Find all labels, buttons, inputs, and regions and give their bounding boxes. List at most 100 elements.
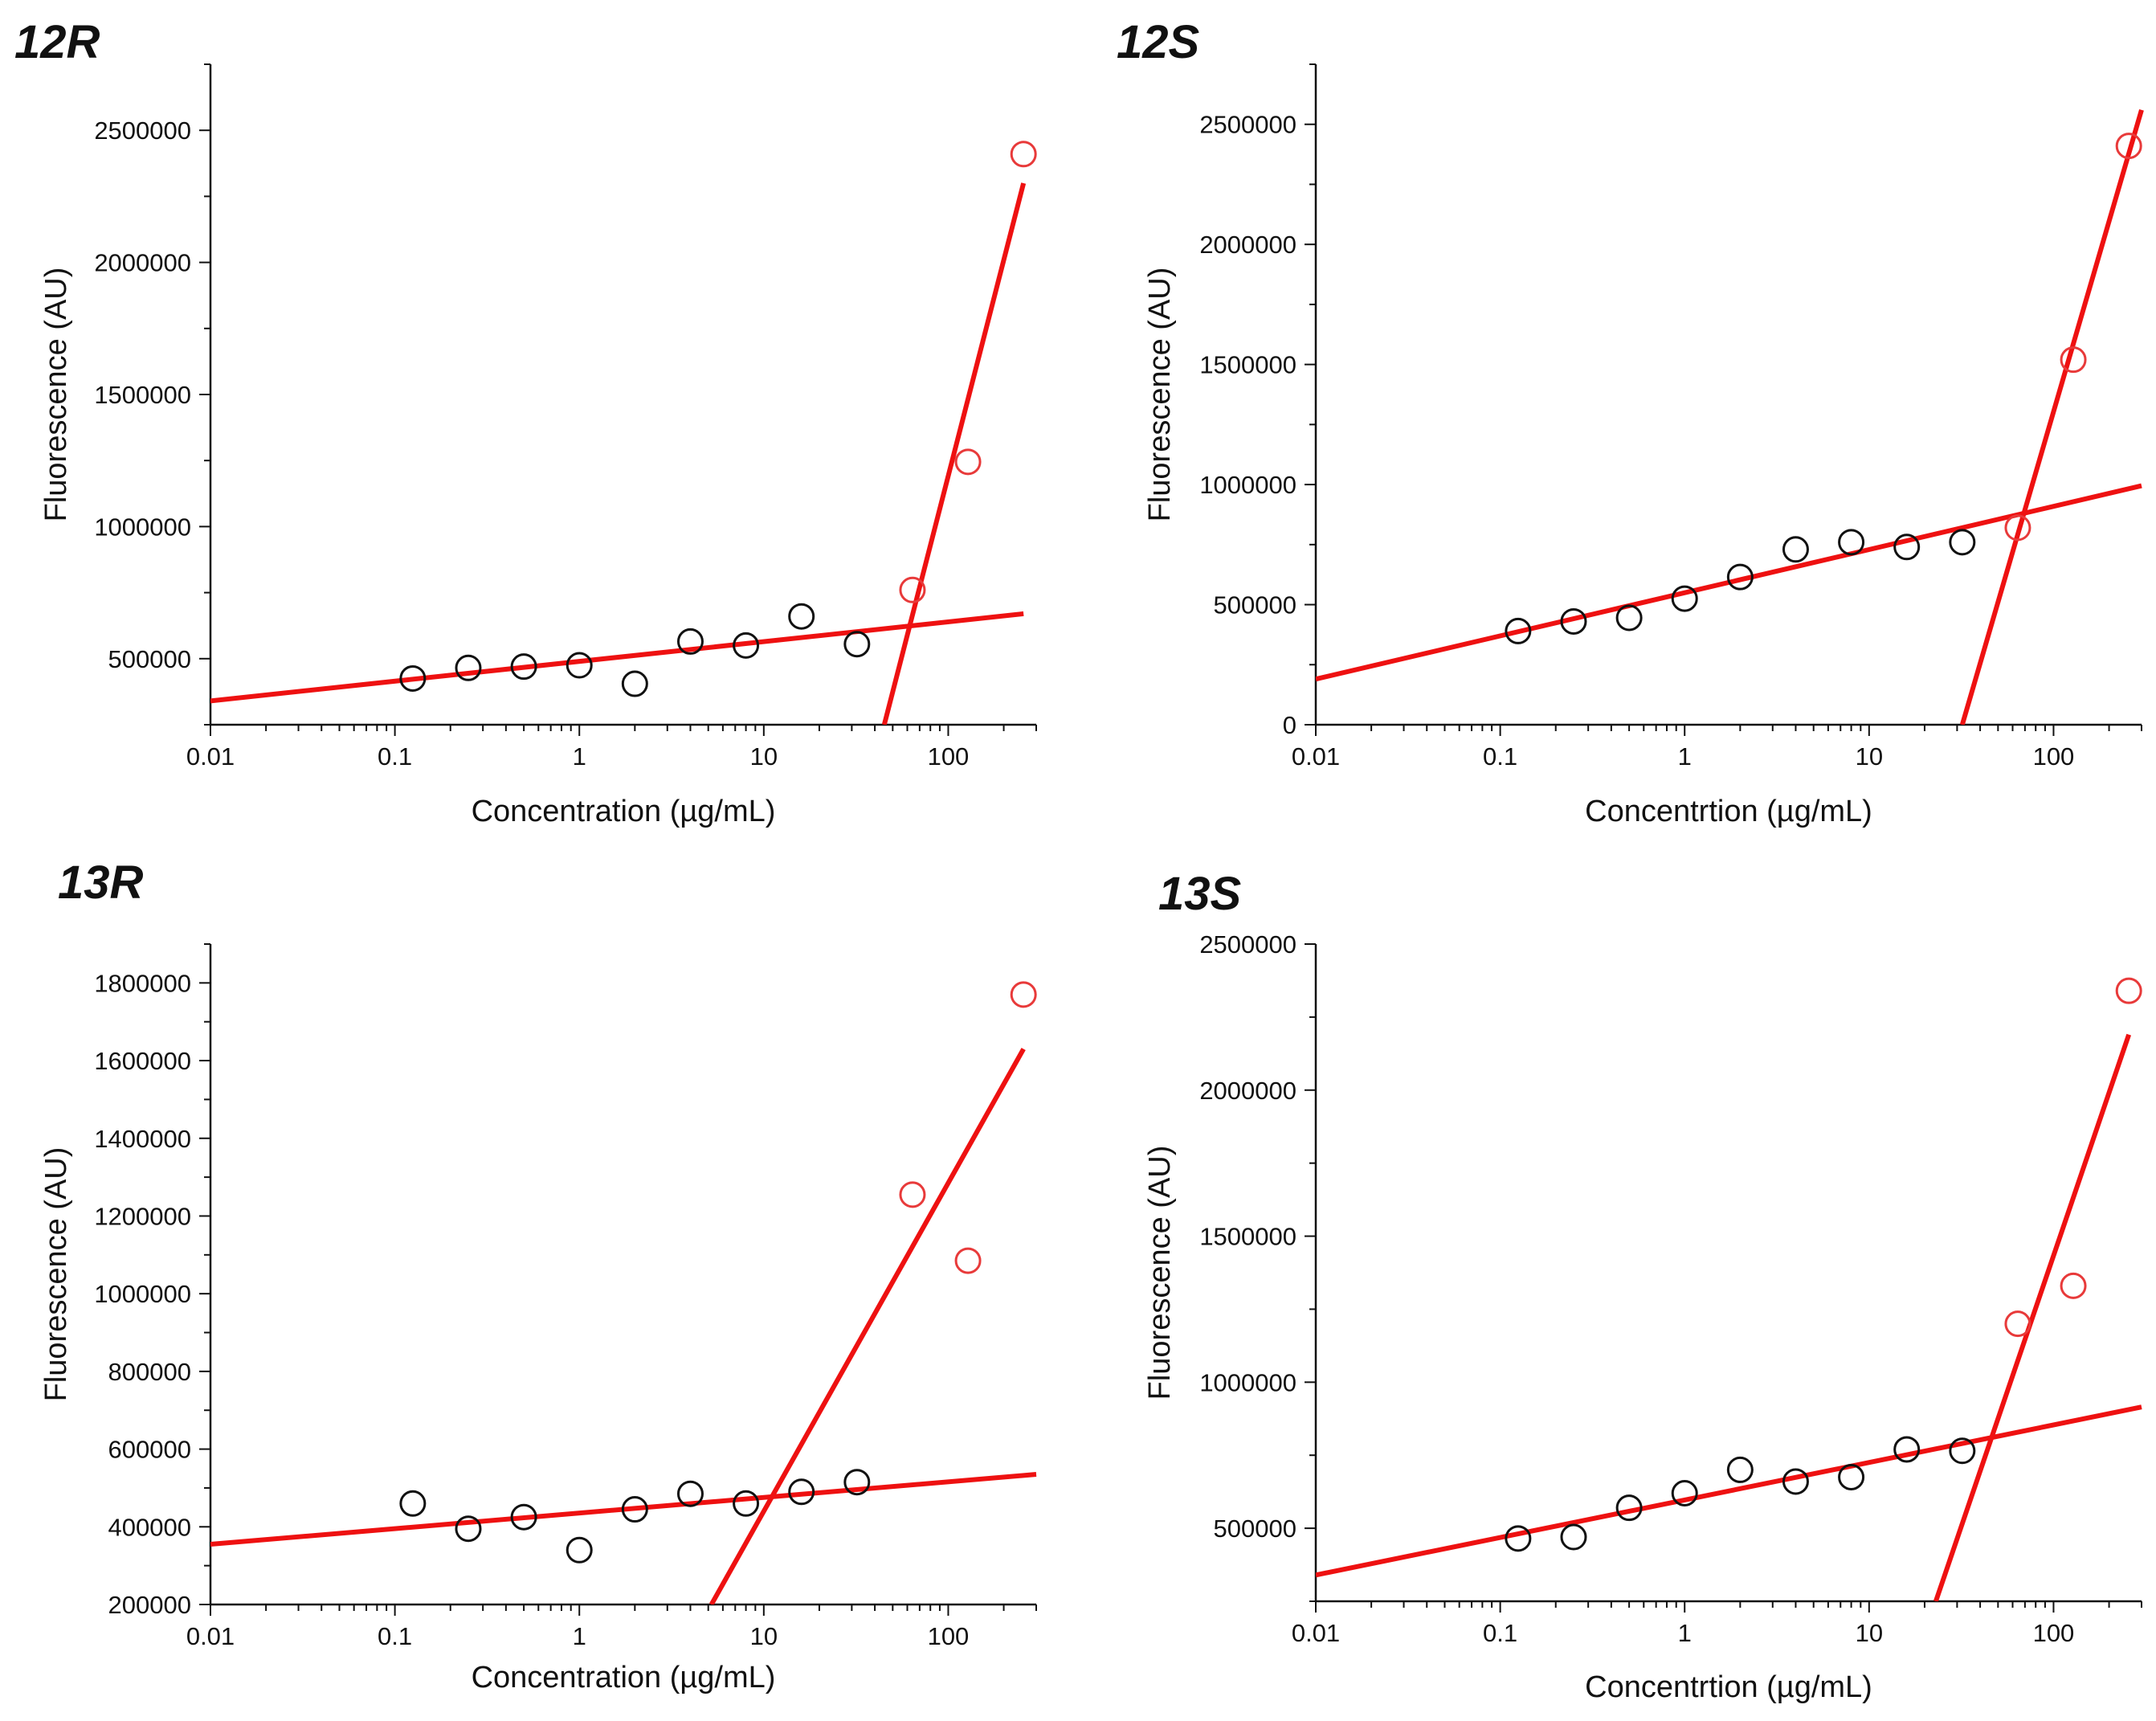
x-tick-label-13S: 1 bbox=[1678, 1619, 1692, 1647]
baseline-point-13R bbox=[399, 1490, 427, 1517]
y-tick-label-13R: 400000 bbox=[108, 1513, 191, 1541]
steep-fit-line-13R bbox=[709, 1048, 1026, 1604]
plot-13S: 0.01 0.1 1 10 100 500000 1000000 1500000 2000000… bbox=[1199, 930, 2142, 1647]
panel-13R: 13R 0.01 0.1 1 10 100 200000 400000 600000 80000… bbox=[39, 856, 1037, 1694]
y-tick-label-13S: 1500000 bbox=[1199, 1223, 1296, 1251]
panel-12S: 12S 0.01 0.1 1 10 100 0 500000 1000000 1500000 20… bbox=[1117, 16, 2144, 828]
y-tick-label-12S: 1500000 bbox=[1199, 351, 1296, 379]
fit-lines-12R bbox=[210, 182, 1027, 725]
baseline-point-12S bbox=[1671, 585, 1698, 612]
y-axis-title-12R: Fluorescence (AU) bbox=[39, 268, 73, 522]
y-axis-title-12S: Fluorescence (AU) bbox=[1143, 268, 1177, 522]
baseline-point-12S bbox=[1505, 617, 1532, 644]
fit-lines-12S bbox=[1316, 108, 2144, 725]
y-tick-label-13R: 1000000 bbox=[94, 1280, 191, 1308]
baseline-point-13R bbox=[676, 1480, 704, 1507]
high-point-13S bbox=[2004, 1310, 2031, 1338]
baseline-point-13S bbox=[1782, 1468, 1809, 1495]
plot-12R: 0.01 0.1 1 10 100 500000 1000000 1500000 2000000… bbox=[94, 63, 1037, 771]
x-tick-label-12S: 0.1 bbox=[1483, 742, 1517, 771]
panel-12R: 12R 0.01 0.1 1 10 100 500000 1000000 1500000 200… bbox=[14, 16, 1037, 828]
y-tick-label-13R: 1800000 bbox=[94, 969, 191, 997]
x-axis-title-12S: Concentrtion (µg/mL) bbox=[1585, 795, 1872, 828]
baseline-point-12S bbox=[1949, 529, 1976, 556]
plot-12S: 0.01 0.1 1 10 100 0 500000 1000000 1500000 200000… bbox=[1199, 63, 2144, 771]
y-axis-title-13R: Fluorescence (AU) bbox=[39, 1147, 73, 1402]
x-tick-label-12S: 0.01 bbox=[1292, 742, 1340, 771]
y-tick-label-13S: 500000 bbox=[1214, 1515, 1296, 1543]
x-tick-label-12S: 1 bbox=[1678, 742, 1692, 771]
high-point-12R bbox=[1010, 141, 1037, 168]
x-tick-label-12R: 0.01 bbox=[186, 742, 235, 771]
baseline-point-12S bbox=[1726, 563, 1754, 591]
x-tick-label-13R: 10 bbox=[750, 1622, 778, 1650]
high-point-12S bbox=[2115, 133, 2142, 160]
baseline-point-13S bbox=[1505, 1525, 1532, 1552]
x-tick-label-13S: 10 bbox=[1856, 1619, 1883, 1647]
baseline-point-12R bbox=[566, 652, 593, 679]
panel-title-12S: 12S bbox=[1117, 16, 1200, 68]
high-point-13S bbox=[2115, 977, 2142, 1004]
plot-13R: 0.01 0.1 1 10 100 200000 400000 600000 800000 100… bbox=[94, 943, 1037, 1650]
y-tick-label-13R: 1400000 bbox=[94, 1125, 191, 1153]
panel-title-12R: 12R bbox=[14, 16, 100, 68]
x-tick-label-13R: 0.01 bbox=[186, 1622, 235, 1650]
x-tick-label-12R: 10 bbox=[750, 742, 778, 771]
y-tick-label-13S: 1000000 bbox=[1199, 1368, 1296, 1396]
high-point-12R bbox=[899, 576, 926, 603]
x-tick-label-12R: 0.1 bbox=[378, 742, 412, 771]
baseline-point-12S bbox=[1560, 607, 1587, 635]
y-axis-title-13S: Fluorescence (AU) bbox=[1143, 1146, 1177, 1400]
x-tick-label-13S: 0.1 bbox=[1483, 1619, 1517, 1647]
x-tick-label-13S: 0.01 bbox=[1292, 1619, 1340, 1647]
fit-lines-13R bbox=[210, 1048, 1037, 1604]
baseline-point-13R bbox=[455, 1515, 482, 1543]
high-point-12S bbox=[2004, 514, 2031, 542]
y-tick-label-13R: 1200000 bbox=[94, 1202, 191, 1230]
baseline-point-12R bbox=[733, 632, 760, 659]
baseline-point-12S bbox=[1838, 529, 1865, 556]
x-tick-label-12R: 100 bbox=[928, 742, 970, 771]
y-tick-label-12R: 500000 bbox=[108, 645, 191, 673]
baseline-point-13R bbox=[733, 1490, 760, 1517]
y-tick-label-12S: 2500000 bbox=[1199, 111, 1296, 139]
baseline-point-13R bbox=[788, 1478, 815, 1506]
y-tick-label-12S: 500000 bbox=[1214, 591, 1296, 619]
baseline-point-13R bbox=[843, 1469, 871, 1496]
high-point-13S bbox=[2060, 1272, 2087, 1299]
y-tick-label-12R: 1500000 bbox=[94, 381, 191, 409]
baseline-point-13S bbox=[1671, 1479, 1698, 1506]
y-tick-label-13R: 600000 bbox=[108, 1436, 191, 1464]
baseline-point-13R bbox=[621, 1496, 648, 1523]
high-point-13R bbox=[1010, 981, 1037, 1008]
panel-13S: 13S 0.01 0.1 1 10 100 500000 1000000 1500000 200… bbox=[1143, 868, 2142, 1704]
baseline-point-13S bbox=[1893, 1436, 1921, 1463]
panel-title-13S: 13S bbox=[1158, 868, 1242, 920]
y-tick-label-13S: 2000000 bbox=[1199, 1077, 1296, 1105]
panel-title-13R: 13R bbox=[58, 856, 144, 909]
y-tick-label-12R: 1000000 bbox=[94, 513, 191, 541]
baseline-point-12S bbox=[1782, 536, 1809, 563]
baseline-point-13R bbox=[566, 1536, 593, 1564]
y-tick-label-13R: 200000 bbox=[108, 1591, 191, 1619]
x-tick-label-13S: 100 bbox=[2033, 1619, 2075, 1647]
x-tick-label-12S: 10 bbox=[1856, 742, 1883, 771]
baseline-point-12R bbox=[843, 631, 871, 658]
baseline-point-12R bbox=[399, 664, 427, 692]
baseline-point-13S bbox=[1838, 1463, 1865, 1490]
x-axis-title-13S: Concentrtion (µg/mL) bbox=[1585, 1670, 1872, 1704]
steep-fit-line-13S bbox=[1933, 1033, 2132, 1601]
x-tick-label-13R: 100 bbox=[928, 1622, 970, 1650]
x-axis-title-12R: Concentration (µg/mL) bbox=[472, 795, 776, 828]
steep-fit-line-12S bbox=[1959, 108, 2144, 725]
baseline-point-12R bbox=[455, 654, 482, 681]
baseline-point-13R bbox=[510, 1503, 537, 1531]
steep-fit-line-12R bbox=[881, 182, 1027, 725]
high-point-12S bbox=[2060, 346, 2087, 374]
y-tick-label-12S: 1000000 bbox=[1199, 471, 1296, 499]
x-tick-label-13R: 1 bbox=[573, 1622, 586, 1650]
baseline-point-12R bbox=[621, 670, 648, 697]
baseline-point-12S bbox=[1893, 533, 1921, 561]
x-axis-title-13R: Concentration (µg/mL) bbox=[472, 1661, 776, 1694]
y-tick-label-12R: 2500000 bbox=[94, 117, 191, 145]
